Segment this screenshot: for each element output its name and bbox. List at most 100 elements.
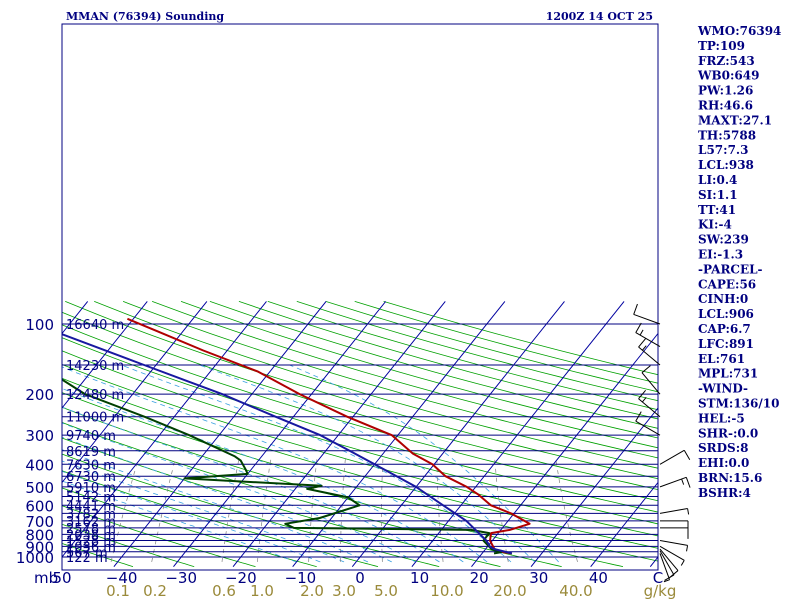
- wind-barb: [659, 540, 689, 552]
- wind-barb-flag: [633, 303, 638, 315]
- height-label: 1036 m: [66, 540, 116, 555]
- dry-adiabat-line: [62, 311, 658, 491]
- wind-barb-shaft: [638, 398, 661, 418]
- temperature-tick-label: 0: [355, 569, 365, 587]
- wind-barb-half-flag: [641, 397, 647, 403]
- moist-adiabat-line: [62, 470, 321, 563]
- index-item: STM:136/10: [698, 397, 779, 411]
- height-label: 5910 m: [66, 481, 116, 496]
- wind-barb: [633, 303, 661, 325]
- isotherm-line: [590, 481, 658, 567]
- dry-adiabat-line: [62, 324, 658, 502]
- wind-barb-shaft: [659, 548, 679, 571]
- wind-barb-flag: [683, 450, 691, 461]
- wind-barb-shaft: [659, 449, 685, 465]
- parcel-line: [62, 333, 513, 555]
- height-label: 12480 m: [66, 388, 124, 403]
- dewpoint-line: [62, 378, 502, 555]
- wind-barb: [659, 553, 671, 583]
- temperature-tick-label: 40: [589, 569, 608, 587]
- index-item: LCL:906: [698, 307, 754, 321]
- index-item: WB0:649: [697, 69, 759, 83]
- isotherm-line: [173, 301, 387, 567]
- wind-barb: [659, 508, 690, 515]
- mixing-ratio-label: 40.0: [559, 582, 592, 600]
- isotherm-line: [0, 301, 28, 566]
- wind-barb-half-flag: [687, 508, 690, 515]
- index-item: FRZ:543: [698, 54, 755, 68]
- isotherm-line: [113, 301, 327, 567]
- height-label: 2038 m: [66, 528, 116, 543]
- temperature-tick-label: −30: [165, 569, 197, 587]
- index-item: BSHR:4: [698, 486, 751, 500]
- wind-barb-flag: [638, 389, 647, 400]
- height-label: 16640 m: [66, 318, 124, 333]
- mixing-ratio-label: 5.0: [374, 582, 398, 600]
- wind-barb-shaft: [659, 508, 688, 514]
- temperature-tick-label: C: [653, 569, 663, 587]
- height-label: 8619 m: [66, 445, 116, 460]
- isotherm-line: [351, 301, 565, 567]
- dry-adiabat-line: [94, 301, 658, 469]
- dry-adiabat-line: [62, 437, 501, 567]
- mixing-ratio-label: 0.1: [106, 582, 130, 600]
- indices-panel: WMO:76394TP:109FRZ:543WB0:649PW:1.26RH:4…: [697, 24, 781, 500]
- temperature-tick-label: 50: [52, 569, 71, 587]
- chart-series: [62, 317, 531, 555]
- dry-adiabat-line: [62, 470, 379, 567]
- pressure-tick-label: 200: [25, 386, 54, 404]
- moist-adiabat-line: [62, 460, 345, 563]
- wind-barb-flag: [641, 365, 651, 374]
- wind-barb-shaft: [635, 420, 661, 436]
- dry-adiabat-line: [62, 453, 440, 567]
- wind-barb-shaft: [659, 553, 671, 580]
- index-item: BRN:15.6: [698, 471, 762, 485]
- height-label: 1528 m: [66, 535, 116, 550]
- mixing-ratio-label: 10.0: [430, 582, 463, 600]
- temperature-tick-label: 30: [529, 569, 548, 587]
- mixing-ratio-label: 2.0: [300, 582, 324, 600]
- wind-barb-flag: [664, 574, 675, 581]
- isotherm-line: [62, 301, 148, 409]
- wind-barb-shaft: [641, 372, 661, 395]
- plot-frame: [61, 23, 659, 571]
- wind-barb: [638, 338, 661, 366]
- valid-time: 1200Z 14 OCT 25: [546, 10, 653, 23]
- index-item: LCL:938: [698, 158, 754, 172]
- mixing-ratio-line: [257, 459, 272, 562]
- index-item: -PARCEL-: [698, 262, 763, 276]
- height-label: 3162 m: [66, 515, 116, 530]
- mixing-ratio-label: 3.0: [332, 582, 356, 600]
- index-item: CAPE:56: [698, 277, 756, 291]
- index-item: CAP:6.7: [698, 322, 751, 336]
- pressure-tick-label: 800: [25, 526, 54, 544]
- height-label: 122 m: [66, 551, 108, 566]
- index-item: LI:0.4: [698, 173, 737, 187]
- height-label: 5142 m: [66, 491, 116, 506]
- index-item: TH:5788: [698, 128, 756, 142]
- wind-barb-shaft: [635, 332, 661, 348]
- mixing-ratio-line: [151, 459, 176, 562]
- dry-adiabat-line: [62, 422, 562, 567]
- wind-barb: [659, 476, 691, 488]
- index-item: RH:46.6: [698, 99, 753, 113]
- isotherm-line: [411, 301, 625, 567]
- index-item: EL:761: [698, 352, 745, 366]
- isotherm-line: [232, 301, 446, 567]
- wind-barbs: [633, 303, 691, 583]
- dry-adiabat-line: [62, 487, 317, 567]
- wind-barb: [641, 365, 661, 395]
- chart-grid: [0, 301, 658, 567]
- height-label: 7630 m: [66, 458, 116, 473]
- height-label: 567 m: [66, 546, 108, 561]
- temperature-tick-label: 20: [470, 569, 489, 587]
- temperature-tick-label: −10: [285, 569, 317, 587]
- index-item: CINH:0: [698, 292, 748, 306]
- moist-adiabat-line: [62, 436, 392, 563]
- pressure-tick-label: 600: [25, 497, 54, 515]
- index-item: PW:1.26: [698, 84, 753, 98]
- wind-barb: [635, 411, 661, 436]
- wind-barb: [659, 545, 685, 566]
- index-item: WMO:76394: [697, 24, 781, 38]
